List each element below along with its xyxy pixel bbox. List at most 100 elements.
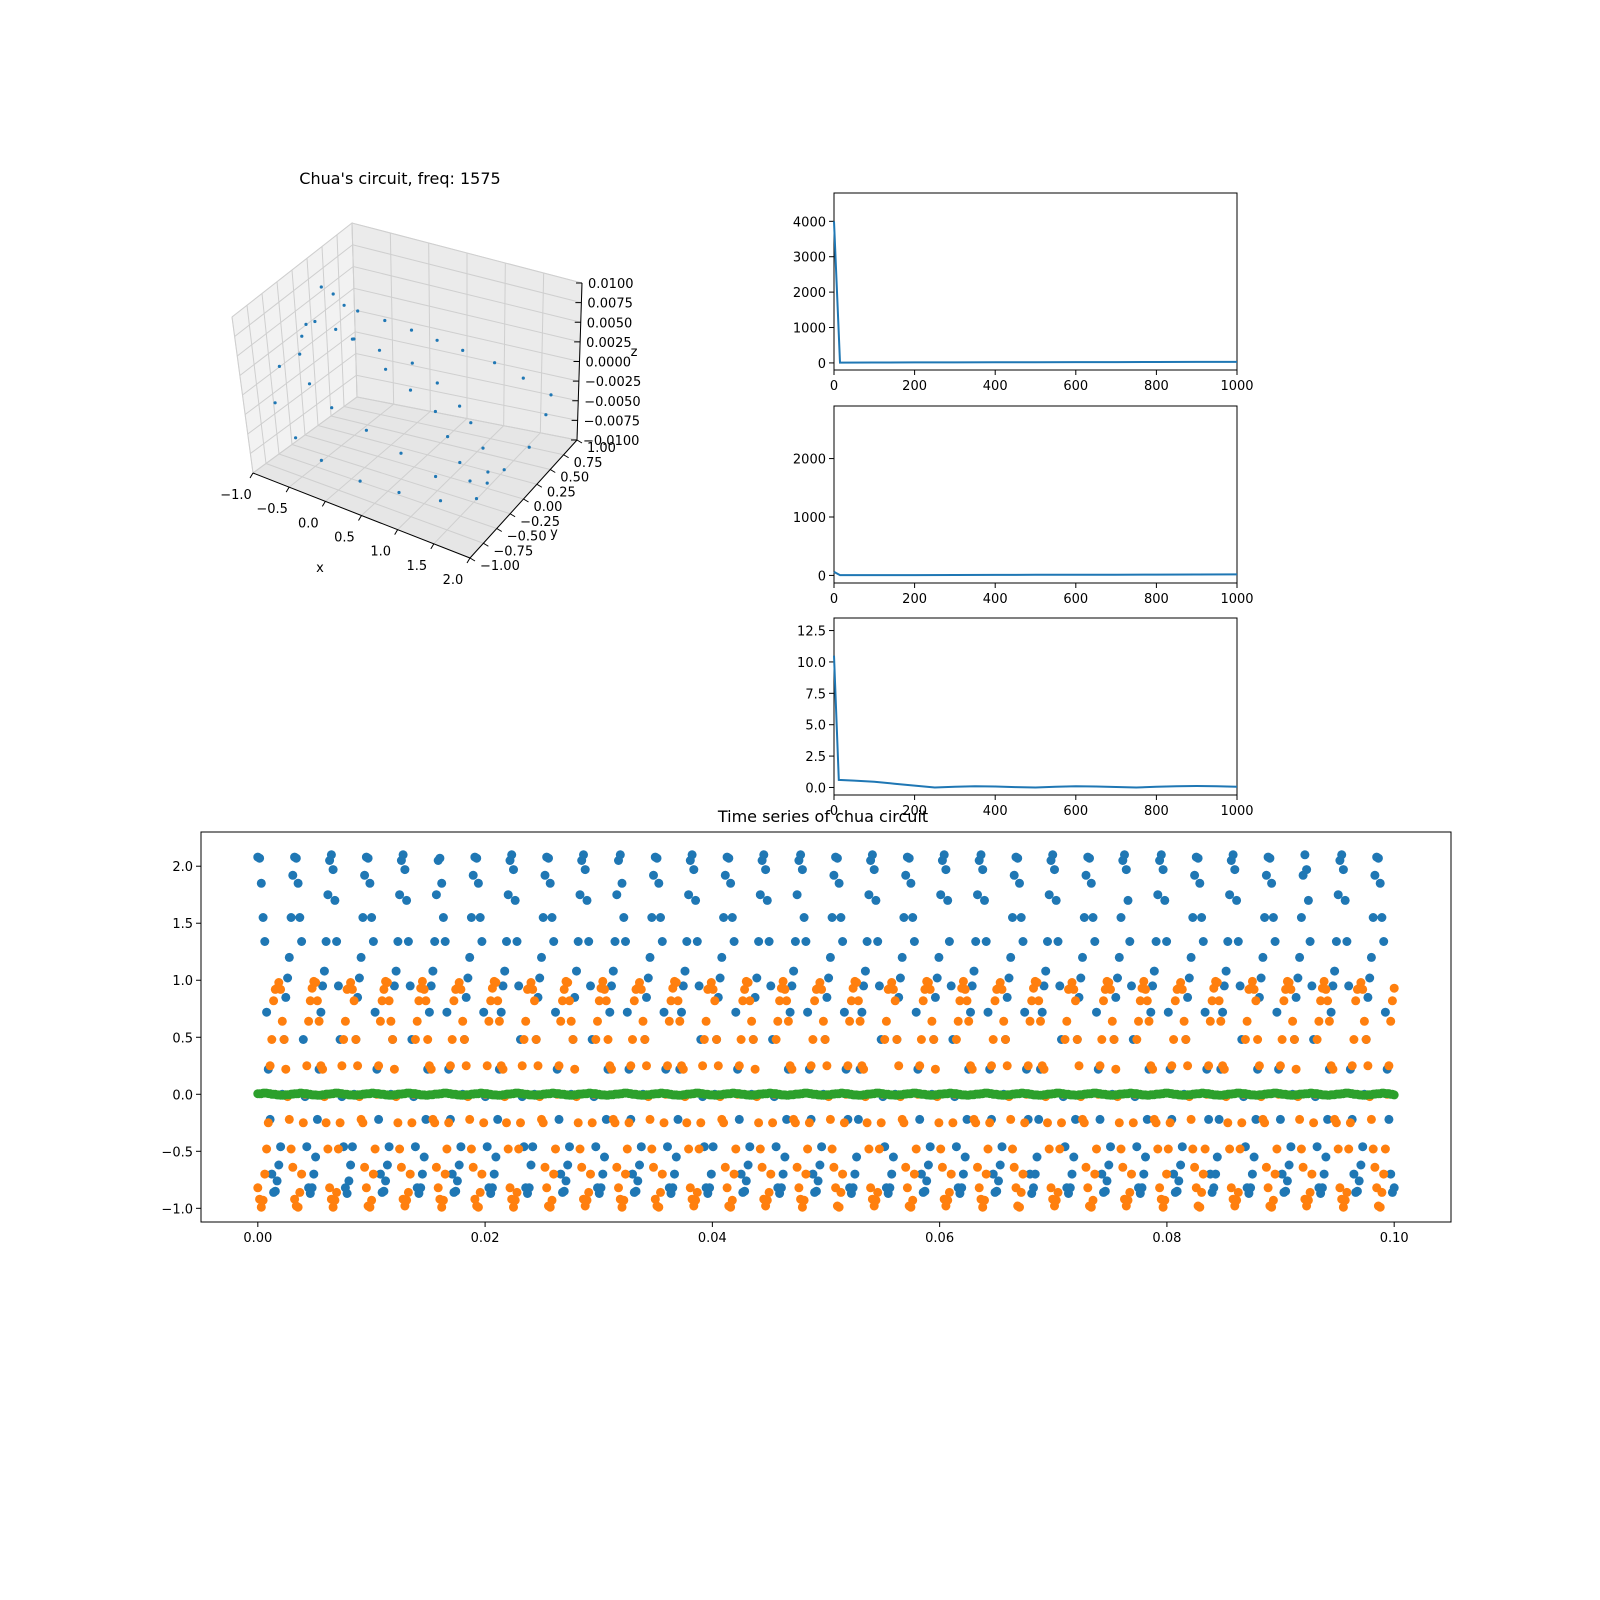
scatter-point bbox=[375, 1169, 385, 1179]
scatter-point bbox=[509, 865, 518, 875]
scatter-point bbox=[987, 1061, 996, 1071]
scatter-point bbox=[951, 1142, 961, 1152]
scatter-point bbox=[361, 1183, 371, 1193]
scatter-point bbox=[491, 978, 501, 987]
scatter-point bbox=[1020, 1007, 1030, 1017]
scatter-point bbox=[1219, 981, 1229, 991]
scatter-point bbox=[614, 1183, 623, 1193]
line-chart-3: 0 200 400 600 800 1000 0.0 2.5 5.0 7.5 10.0 12.5 bbox=[797, 617, 1254, 819]
scatter-point bbox=[853, 996, 863, 1006]
scatter-point bbox=[650, 1194, 660, 1204]
scatter-point bbox=[290, 1194, 300, 1204]
scatter-point bbox=[267, 1169, 277, 1179]
scatter-point bbox=[545, 878, 555, 888]
scatter-point bbox=[1317, 1183, 1327, 1193]
scatter-point bbox=[712, 1035, 722, 1044]
scatter-point bbox=[442, 1144, 452, 1154]
scatter-point bbox=[1384, 1114, 1394, 1124]
scatter-point bbox=[1312, 1142, 1322, 1152]
scatter-point bbox=[1240, 1035, 1250, 1044]
scatter-point bbox=[782, 996, 792, 1006]
scatter-point bbox=[1009, 870, 1019, 880]
scatter-point bbox=[1366, 952, 1376, 962]
scatter-point bbox=[629, 996, 639, 1006]
scatter-point bbox=[258, 1195, 268, 1205]
scatter-point bbox=[1303, 1195, 1313, 1205]
scatter-point bbox=[862, 937, 872, 946]
scatter-point bbox=[1342, 937, 1352, 946]
point-3d bbox=[485, 481, 489, 485]
scatter-point bbox=[761, 865, 771, 875]
point-3d bbox=[330, 406, 334, 410]
scatter-point bbox=[990, 996, 1000, 1006]
scatter-point bbox=[1151, 1118, 1161, 1128]
scatter-point bbox=[902, 1183, 912, 1193]
x-tick-label: 400 bbox=[983, 592, 1008, 607]
scatter-point bbox=[360, 870, 370, 880]
scatter-point bbox=[1214, 996, 1224, 1006]
scatter-point bbox=[1361, 1035, 1371, 1044]
scatter-point bbox=[927, 1016, 937, 1026]
scatter-point bbox=[384, 996, 394, 1006]
scatter-point bbox=[428, 966, 438, 976]
scatter-point bbox=[885, 1183, 895, 1193]
scatter-point bbox=[281, 992, 291, 1002]
scatter-series bbox=[253, 850, 1399, 1198]
scatter-point bbox=[696, 1118, 706, 1128]
scatter-point bbox=[410, 1142, 420, 1152]
point-3d bbox=[469, 421, 473, 425]
scatter-point bbox=[782, 1114, 792, 1124]
scatter-point bbox=[706, 978, 716, 987]
scatter-point bbox=[617, 878, 627, 888]
scatter-point bbox=[612, 1162, 622, 1172]
grid-line-floor-y bbox=[291, 444, 511, 515]
scatter-point bbox=[1375, 1202, 1385, 1212]
scatter-point bbox=[790, 1118, 800, 1128]
point-3d bbox=[383, 318, 387, 323]
chart-3d: Chua's circuit, freq: 1575 −1.0 −0.5 0.0 0.… bbox=[220, 169, 641, 588]
scatter-point bbox=[610, 1118, 620, 1128]
scatter-point bbox=[1177, 1142, 1187, 1152]
scatter-point bbox=[1158, 1202, 1168, 1212]
scatter-point bbox=[656, 1187, 665, 1197]
scatter-point bbox=[929, 1035, 939, 1044]
scatter-point bbox=[848, 1183, 858, 1193]
scatter-point bbox=[1359, 1016, 1369, 1026]
scatter-point bbox=[864, 890, 874, 900]
x-tick-label-3d: 0.5 bbox=[334, 531, 355, 546]
scatter-point bbox=[852, 1152, 862, 1162]
scatter-point bbox=[538, 1118, 548, 1128]
point-3d bbox=[458, 404, 462, 408]
scatter-point bbox=[445, 1061, 455, 1071]
scatter-point bbox=[734, 1114, 744, 1124]
scatter-point bbox=[755, 1144, 765, 1154]
scatter-point bbox=[636, 984, 646, 994]
scatter-point bbox=[692, 937, 702, 946]
scatter-point bbox=[1282, 1176, 1292, 1186]
scatter-point bbox=[610, 937, 620, 946]
scatter-point bbox=[654, 1202, 664, 1212]
scatter-point bbox=[684, 890, 694, 900]
x-tick-label: 0.04 bbox=[698, 1231, 727, 1246]
scatter-point bbox=[846, 996, 856, 1006]
scatter-point bbox=[967, 981, 977, 991]
y-tick-label-3d: 0.75 bbox=[574, 456, 603, 471]
scatter-point bbox=[1232, 895, 1242, 905]
scatter-point bbox=[318, 1064, 328, 1074]
scatter-point bbox=[1305, 937, 1315, 946]
axes-3d: −1.0−0.50.00.51.01.52.0−1.00−0.75−0.50−0… bbox=[220, 277, 641, 588]
scatter-point bbox=[608, 966, 618, 976]
scatter-point bbox=[463, 973, 473, 983]
scatter-point bbox=[440, 937, 450, 946]
scatter-point bbox=[894, 1061, 904, 1071]
scatter-point bbox=[279, 1035, 289, 1044]
line-chart-1: 0 200 400 600 800 1000 0 1000 2000 3000 4000 bbox=[793, 192, 1254, 394]
scatter-point bbox=[456, 1142, 466, 1152]
scatter-point bbox=[1174, 1176, 1184, 1186]
scatter-point bbox=[892, 1035, 902, 1044]
scatter-point bbox=[1055, 1144, 1065, 1154]
scatter-point bbox=[510, 1195, 520, 1205]
scatter-point bbox=[657, 1169, 667, 1179]
scatter-point bbox=[804, 1118, 814, 1128]
scatter-point bbox=[328, 1202, 338, 1212]
